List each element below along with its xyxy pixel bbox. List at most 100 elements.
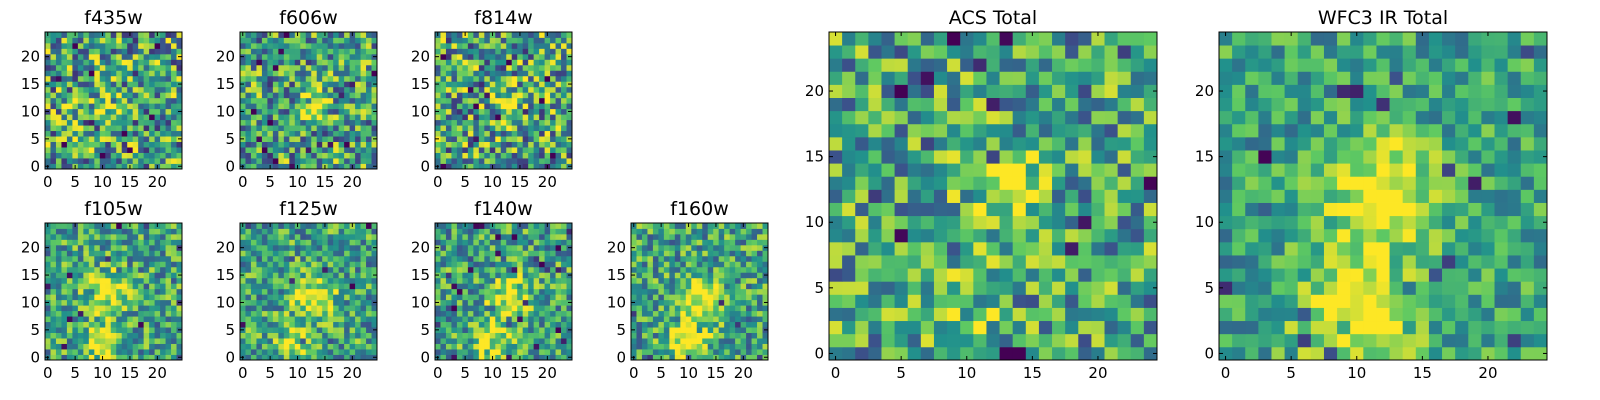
heatmap-cell — [456, 86, 463, 93]
heatmap-cell — [757, 244, 763, 251]
heatmap-cell — [680, 266, 687, 273]
heatmap-cell — [658, 228, 665, 235]
heatmap-cell — [986, 189, 1000, 203]
heatmap-cell — [250, 130, 257, 137]
heatmap-cell — [550, 147, 556, 153]
heatmap-cell — [322, 294, 329, 301]
heatmap-cell — [511, 310, 518, 317]
heatmap-cell — [176, 32, 183, 38]
heatmap-cell — [45, 233, 51, 240]
heatmap-cell — [544, 97, 551, 104]
heatmap-cell — [506, 42, 513, 49]
heatmap-cell — [94, 343, 101, 350]
heatmap-cell — [829, 150, 843, 164]
heatmap-cell — [278, 130, 285, 137]
heatmap-cell — [478, 294, 485, 301]
heatmap-cell — [544, 158, 551, 164]
heatmap-cell — [517, 305, 524, 312]
heatmap-cell — [316, 147, 323, 153]
y-tick-label: 10 — [411, 102, 430, 120]
heatmap-cell — [338, 141, 345, 148]
heatmap-cell — [456, 299, 463, 306]
heatmap-cell — [506, 228, 513, 235]
heatmap-cell — [355, 141, 361, 148]
heatmap-cell — [338, 250, 345, 257]
heatmap-cell — [669, 277, 676, 284]
heatmap-cell — [746, 299, 752, 306]
heatmap-cell — [55, 152, 62, 159]
heatmap-cell — [539, 283, 545, 290]
heatmap-cell — [333, 244, 340, 251]
heatmap-cell — [344, 244, 350, 251]
heatmap-cell — [467, 70, 474, 77]
heatmap-cell — [724, 266, 731, 273]
heatmap-cell — [305, 343, 312, 350]
heatmap-cell — [132, 53, 139, 60]
heatmap-cell — [751, 349, 758, 355]
heatmap-cell — [344, 272, 350, 279]
heatmap-cell — [685, 261, 692, 268]
y-tick-label: 10 — [21, 102, 40, 120]
heatmap-cell — [333, 81, 340, 88]
heatmap-cell — [511, 37, 518, 44]
heatmap-cell — [555, 141, 562, 148]
heatmap-cell — [550, 64, 556, 71]
heatmap-cell — [261, 53, 268, 60]
heatmap-cell — [533, 42, 540, 49]
heatmap-cell — [160, 310, 166, 317]
heatmap-cell — [250, 321, 257, 328]
heatmap-cell — [855, 307, 869, 322]
heatmap-cell — [300, 349, 307, 355]
heatmap-cell — [517, 272, 524, 279]
heatmap-cell — [116, 37, 123, 44]
heatmap-cell — [289, 147, 296, 153]
heatmap-cell — [435, 277, 441, 284]
heatmap-cell — [757, 338, 763, 344]
heatmap-cell — [528, 255, 535, 262]
heatmap-cell — [116, 108, 123, 115]
heatmap-cell — [467, 277, 474, 284]
heatmap-cell — [539, 266, 545, 273]
heatmap-cell — [132, 32, 139, 38]
heatmap-cell — [484, 163, 491, 170]
heatmap-cell — [143, 37, 150, 44]
heatmap-cell — [636, 288, 643, 295]
heatmap-cell — [138, 119, 145, 126]
heatmap-cell — [724, 228, 731, 235]
heatmap-cell — [462, 327, 469, 333]
heatmap-cell — [842, 176, 856, 190]
heatmap-cell — [522, 305, 529, 312]
heatmap-cell — [338, 108, 345, 115]
heatmap-cell — [467, 316, 474, 323]
heatmap-cell — [473, 108, 480, 115]
heatmap-cell — [511, 343, 518, 350]
heatmap-cell — [338, 136, 345, 142]
heatmap-cell — [960, 333, 974, 348]
heatmap-cell — [495, 255, 502, 262]
heatmap-cell — [555, 152, 562, 159]
y-tick-label: 10 — [607, 293, 626, 311]
heatmap-cell — [360, 103, 367, 110]
heatmap-cell — [366, 114, 372, 121]
heatmap-cell — [495, 250, 502, 257]
heatmap-cell — [261, 32, 268, 38]
heatmap-cell — [522, 42, 529, 49]
heatmap-cell — [691, 261, 698, 268]
heatmap-cell — [489, 136, 496, 142]
heatmap-cell — [566, 316, 573, 323]
heatmap-cell — [435, 338, 441, 344]
heatmap-cell — [360, 42, 367, 49]
heatmap-cell — [127, 86, 134, 93]
heatmap-cell — [105, 86, 112, 93]
heatmap-cell — [566, 233, 573, 240]
heatmap-cell — [1065, 241, 1079, 256]
heatmap-cell — [473, 59, 480, 66]
heatmap-cell — [440, 327, 447, 333]
heatmap-cell — [1025, 202, 1040, 217]
heatmap-cell — [561, 75, 567, 82]
heatmap-cell — [272, 294, 279, 301]
heatmap-cell — [550, 32, 556, 38]
heatmap-cell — [1052, 215, 1066, 230]
heatmap-cell — [110, 70, 117, 77]
heatmap-cell — [751, 223, 758, 229]
